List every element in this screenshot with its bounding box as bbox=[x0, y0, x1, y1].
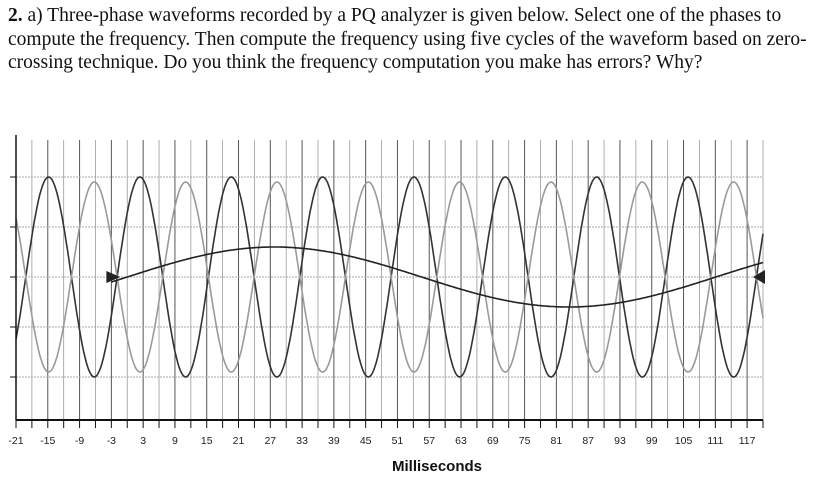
x-tick-label: 33 bbox=[296, 435, 308, 447]
x-tick-label: 57 bbox=[423, 435, 435, 447]
x-tick-label: 105 bbox=[675, 435, 693, 447]
waveform-series-3 bbox=[111, 246, 764, 308]
x-tick-label: 27 bbox=[264, 435, 276, 447]
question-body: a) Three-phase waveforms recorded by a P… bbox=[8, 5, 807, 73]
cursor-marker-right bbox=[753, 270, 765, 284]
x-tick-label: -15 bbox=[40, 435, 55, 447]
x-tick-label: 75 bbox=[519, 435, 531, 447]
series-group bbox=[15, 176, 765, 378]
x-tick-label: 117 bbox=[739, 435, 756, 447]
x-tick-label: 99 bbox=[646, 435, 658, 447]
x-tick-label: 39 bbox=[328, 435, 340, 447]
x-tick-label: 45 bbox=[360, 435, 372, 447]
grid bbox=[15, 140, 764, 420]
x-tick-label: 81 bbox=[551, 435, 563, 447]
x-tick-label: 87 bbox=[582, 435, 594, 447]
x-tick-label: 93 bbox=[614, 435, 626, 447]
x-tick-label: 3 bbox=[140, 435, 146, 447]
x-tick-label: 111 bbox=[707, 435, 723, 447]
x-tick-label: -21 bbox=[8, 435, 23, 447]
waveform-series-1 bbox=[15, 176, 764, 378]
x-tick-label: -3 bbox=[107, 435, 116, 447]
x-tick-label: 9 bbox=[172, 435, 178, 447]
x-tick-label: -9 bbox=[75, 435, 84, 447]
x-tick-label: 15 bbox=[201, 435, 213, 447]
x-tick-label: 51 bbox=[392, 435, 404, 447]
question-text: 2. a) Three-phase waveforms recorded by … bbox=[8, 4, 828, 75]
cursor-marker-left bbox=[106, 271, 121, 283]
x-axis-title: Milliseconds bbox=[392, 458, 482, 475]
axes bbox=[10, 135, 764, 428]
x-tick-label: 21 bbox=[233, 435, 245, 447]
question-number: 2. bbox=[8, 5, 23, 26]
x-tick-label: 69 bbox=[487, 435, 499, 447]
x-tick-labels: -21 -15 -9 -3 3 9 15 21 27 33 39 45 51 57 63 69 75 81 87 93… bbox=[8, 435, 755, 447]
x-tick-label: 63 bbox=[455, 435, 467, 447]
